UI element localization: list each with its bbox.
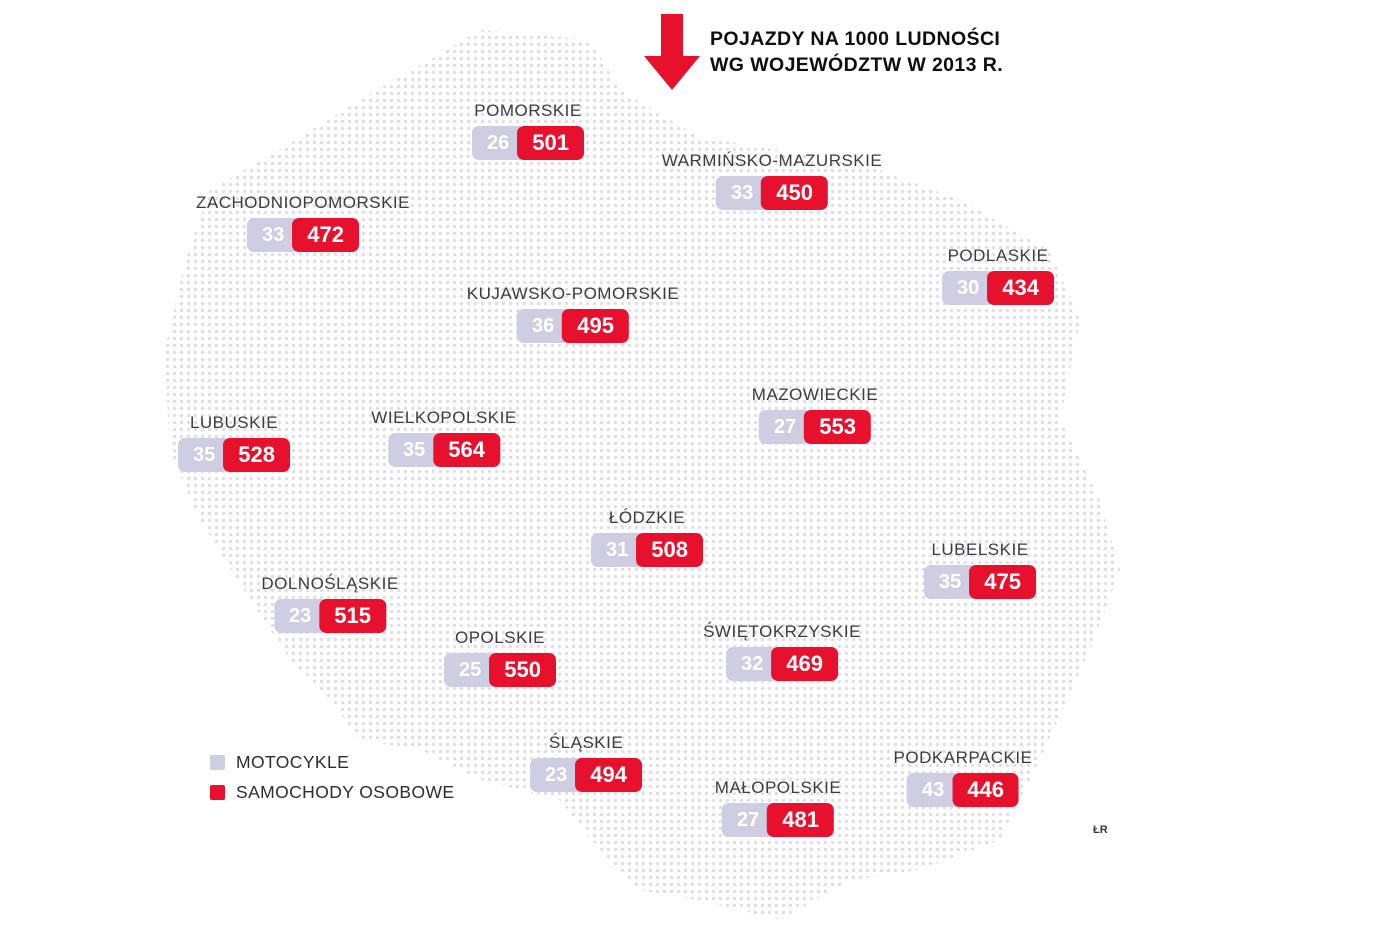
cars-value: 550: [489, 653, 556, 687]
region: MAŁOPOLSKIE 27 481: [715, 778, 841, 837]
region-values-pill: 35 475: [924, 565, 1036, 599]
region-name: OPOLSKIE: [455, 628, 545, 647]
motorcycles-value: 33: [716, 176, 770, 210]
cars-value: 528: [223, 438, 290, 472]
region-name: DOLNOŚLĄSKIE: [261, 574, 399, 593]
chart-title-line2: WG WOJEWÓDZTW W 2013 R.: [710, 53, 1004, 76]
cars-value: 481: [767, 803, 834, 837]
region-name: KUJAWSKO-POMORSKIE: [466, 284, 680, 303]
motorcycles-value: 26: [472, 126, 526, 160]
legend-row-motorcycles: MOTOCYKLE: [210, 752, 454, 773]
cars-legend-label: SAMOCHODY OSOBOWE: [236, 782, 455, 802]
region-values-pill: 30 434: [942, 271, 1054, 305]
region: ŁÓDZKIE 31 508: [591, 508, 703, 567]
motorcycles-value: 27: [722, 803, 776, 837]
region: ŚWIĘTOKRZYSKIE 32 469: [703, 622, 861, 681]
region: ZACHODNIOPOMORSKIE 33 472: [196, 193, 410, 252]
region: ŚLĄSKIE 23 494: [530, 733, 642, 792]
motorcycles-value: 32: [726, 647, 780, 681]
cars-value: 446: [952, 773, 1019, 807]
region-values-pill: 23 494: [530, 758, 642, 792]
region-name: ZACHODNIOPOMORSKIE: [196, 193, 410, 212]
author-credit: ŁR: [1093, 824, 1108, 836]
motorcycles-value: 31: [591, 533, 645, 567]
region: MAZOWIECKIE 27 553: [752, 385, 878, 444]
motorcycles-value: 27: [759, 410, 813, 444]
region-values-pill: 26 501: [472, 126, 584, 160]
cars-value: 469: [771, 647, 838, 681]
region-name: PODLASKIE: [947, 246, 1049, 265]
header: POJAZDY NA 1000 LUDNOŚCI WG WOJEWÓDZTW W…: [642, 14, 1003, 92]
chart-title: POJAZDY NA 1000 LUDNOŚCI WG WOJEWÓDZTW W…: [710, 27, 1003, 78]
region-name: POMORSKIE: [474, 101, 582, 120]
region-values-pill: 27 553: [759, 410, 871, 444]
chart-title-line1: POJAZDY NA 1000 LUDNOŚCI: [710, 28, 1001, 50]
region-name: LUBUSKIE: [189, 413, 279, 432]
region-name: ŚWIĘTOKRZYSKIE: [703, 622, 861, 641]
region-values-pill: 23 515: [274, 599, 386, 633]
motorcycles-value: 35: [924, 565, 978, 599]
region: PODLASKIE 30 434: [942, 246, 1054, 305]
cars-value: 495: [562, 309, 629, 343]
region-name: WARMIŃSKO-MAZURSKIE: [661, 151, 883, 170]
region: KUJAWSKO-POMORSKIE 36 495: [467, 284, 679, 343]
region-name: WIELKOPOLSKIE: [371, 408, 517, 427]
cars-value: 472: [292, 218, 359, 252]
legend-row-cars: SAMOCHODY OSOBOWE: [210, 782, 454, 803]
region-values-pill: 32 469: [726, 647, 838, 681]
cars-value: 515: [319, 599, 386, 633]
region: POMORSKIE 26 501: [472, 101, 584, 160]
region-values-pill: 25 550: [444, 653, 556, 687]
motorcycles-swatch-icon: [210, 755, 225, 770]
region: WARMIŃSKO-MAZURSKIE 33 450: [662, 151, 882, 210]
region: DOLNOŚLĄSKIE 23 515: [261, 574, 398, 633]
region-name: MAZOWIECKIE: [751, 385, 879, 404]
cars-value: 553: [804, 410, 871, 444]
cars-value: 450: [761, 176, 828, 210]
region-values-pill: 27 481: [722, 803, 834, 837]
region-name: MAŁOPOLSKIE: [714, 778, 842, 797]
cars-value: 475: [969, 565, 1036, 599]
region: OPOLSKIE 25 550: [444, 628, 556, 687]
motorcycles-value: 23: [274, 599, 328, 633]
motorcycles-value: 35: [178, 438, 232, 472]
motorcycles-value: 30: [942, 271, 996, 305]
cars-value: 494: [575, 758, 642, 792]
cars-value: 501: [517, 126, 584, 160]
motorcycles-value: 33: [247, 218, 301, 252]
region-name: ŁÓDZKIE: [608, 508, 686, 527]
region-values-pill: 33 450: [716, 176, 828, 210]
region-values-pill: 43 446: [907, 773, 1019, 807]
motorcycles-legend-label: MOTOCYKLE: [236, 752, 350, 772]
region-name: PODKARPACKIE: [893, 748, 1033, 767]
motorcycles-value: 36: [517, 309, 571, 343]
region-values-pill: 35 528: [178, 438, 290, 472]
region-name: ŚLĄSKIE: [548, 733, 624, 752]
region-name: LUBELSKIE: [931, 540, 1029, 559]
cars-value: 434: [987, 271, 1054, 305]
motorcycles-value: 35: [388, 433, 442, 467]
region-values-pill: 33 472: [247, 218, 359, 252]
motorcycles-value: 23: [530, 758, 584, 792]
region-values-pill: 31 508: [591, 533, 703, 567]
motorcycles-value: 43: [907, 773, 961, 807]
cars-value: 508: [636, 533, 703, 567]
region-values-pill: 35 564: [388, 433, 500, 467]
cars-swatch-icon: [210, 785, 225, 800]
cars-value: 564: [433, 433, 500, 467]
down-arrow-icon: [642, 14, 702, 92]
legend: MOTOCYKLE SAMOCHODY OSOBOWE: [210, 752, 454, 812]
region: PODKARPACKIE 43 446: [894, 748, 1033, 807]
region: WIELKOPOLSKIE 35 564: [371, 408, 516, 467]
motorcycles-value: 25: [444, 653, 498, 687]
region-values-pill: 36 495: [517, 309, 629, 343]
region: LUBELSKIE 35 475: [924, 540, 1036, 599]
region: LUBUSKIE 35 528: [178, 413, 290, 472]
